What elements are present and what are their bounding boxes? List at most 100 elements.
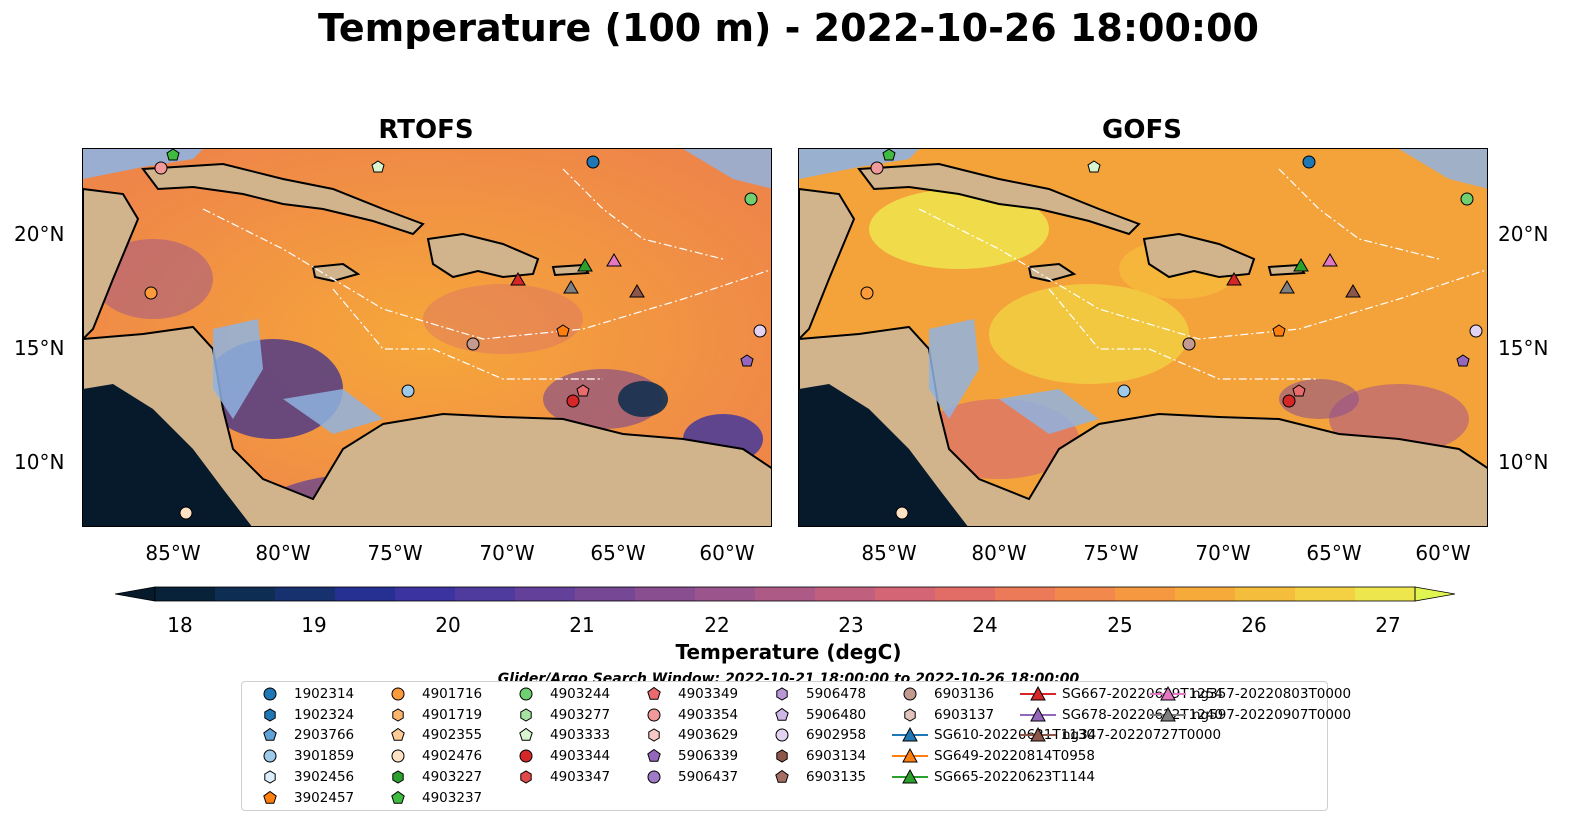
float-4903333: [371, 160, 385, 173]
colorbar-segment: [1295, 587, 1356, 601]
float-4903349: [576, 384, 590, 397]
colorbar-tick-23: 23: [838, 613, 864, 637]
legend-marker-icon: [264, 770, 276, 784]
glider-ng347: [1345, 284, 1361, 298]
legend-item-label: 4903237: [422, 789, 483, 806]
legend-marker-icon: [519, 728, 533, 742]
legend-item-label: 6902958: [806, 727, 867, 744]
panel-title-rtofs: RTOFS: [378, 115, 474, 145]
legend-item-label: 5906339: [678, 748, 739, 765]
shallow-shelf: [683, 149, 771, 189]
figure-title: Temperature (100 m) - 2022-10-26 18:00:0…: [317, 6, 1259, 50]
shallow-shelf: [213, 319, 263, 419]
legend-item-label: SG678-20220622T1240: [1062, 706, 1223, 723]
legend-marker-icon: [391, 687, 405, 701]
float-6903136: [466, 337, 480, 351]
glider-ng357: [606, 253, 622, 267]
float-4901716: [144, 286, 158, 300]
float-4903237: [166, 149, 180, 161]
legend-marker-icon: [391, 790, 405, 804]
colorbar-frame: [154, 586, 1416, 602]
puerto-rico-land: [1267, 263, 1306, 277]
cuba-land: [857, 162, 1141, 236]
float-3901859: [1117, 384, 1131, 398]
legend-item-label: SG665-20220623T1144: [934, 768, 1095, 785]
legend-item-label: 6903136: [934, 686, 995, 702]
colorbar-tick-27: 27: [1375, 613, 1401, 637]
legend-marker-icon: [263, 790, 277, 804]
legend-marker-icon: [392, 708, 404, 722]
colorbar-segment: [515, 587, 576, 601]
colorbar-segment: [1055, 587, 1116, 601]
eez-boundary: [562, 168, 724, 260]
legend-marker-icon: [392, 770, 404, 784]
float-6902958: [1469, 324, 1483, 338]
legend-marker-icon: [648, 728, 660, 742]
float-1902314: [586, 155, 600, 169]
colorbar-segment: [455, 587, 516, 601]
legend-marker-icon: [776, 749, 788, 763]
glider-ng597: [563, 280, 579, 294]
float-4903244: [744, 192, 758, 206]
float-6902958: [753, 324, 767, 338]
lat-label-20n-right: 20°N: [1498, 222, 1549, 246]
float-1902314: [1302, 155, 1316, 169]
float-5906339: [1456, 354, 1470, 367]
float-4903244: [1460, 192, 1474, 206]
jamaica-land: [1027, 262, 1077, 283]
colorbar-segment: [935, 587, 996, 601]
float-6903136: [1182, 337, 1196, 351]
legend-marker-icon: [903, 687, 917, 701]
legend-item-label: 4903349: [678, 686, 739, 702]
lat-label-10n-left: 10°N: [14, 450, 65, 474]
lat-label-10n-right: 10°N: [1498, 450, 1549, 474]
eez-boundary: [332, 288, 603, 380]
float-4903237: [882, 149, 896, 161]
warm-anomaly: [989, 284, 1189, 384]
shallow-shelf: [1399, 149, 1487, 189]
legend: 1902314 1902324 2903766 3901859 3902456 39024…: [241, 681, 1351, 811]
glider-sg665: [1293, 258, 1309, 272]
legend-marker-icon: [904, 708, 916, 722]
legend-item-label: 6903135: [806, 768, 867, 785]
legend-item-label: 4903244: [550, 686, 611, 702]
float-4903354: [870, 161, 884, 175]
colorbar-extend-high: [1414, 586, 1455, 602]
float-5906339: [740, 354, 754, 367]
colorbar-segment: [815, 587, 876, 601]
legend-marker-icon: [775, 707, 789, 721]
colorbar-extend-low: [115, 586, 156, 602]
pacific-ocean: [799, 384, 968, 526]
legend-marker-icon: [776, 687, 788, 701]
colorbar-segment: [995, 587, 1056, 601]
legend-marker-icon: [647, 708, 661, 722]
legend-item-label: 2903766: [294, 727, 355, 744]
legend-item-label: 4903333: [550, 727, 611, 744]
pacific-ocean: [83, 384, 252, 526]
map-gofs: [798, 148, 1488, 527]
colorbar-tick-25: 25: [1107, 613, 1133, 637]
eez-boundary: [202, 208, 771, 340]
colorbar-segment: [575, 587, 636, 601]
colorbar-segment: [335, 587, 396, 601]
lon-label-60w-right: 60°W: [1415, 541, 1471, 565]
lon-label-75w-left: 75°W: [367, 541, 423, 565]
lon-label-75w-right: 75°W: [1083, 541, 1139, 565]
float-4901716: [860, 286, 874, 300]
legend-item-label: 3902456: [294, 768, 355, 785]
legend-item-label: 1902324: [294, 706, 355, 723]
legend-marker-icon: [264, 708, 276, 722]
lon-label-70w-left: 70°W: [479, 541, 535, 565]
colorbar-tick-19: 19: [301, 613, 327, 637]
legend-marker-icon: [263, 728, 277, 742]
glider-sg667: [510, 272, 526, 286]
float-4902476: [895, 506, 909, 520]
shallow-shelf: [999, 389, 1099, 434]
legend-item-label: 5906478: [806, 686, 867, 702]
float-4903344: [566, 394, 580, 408]
legend-item-label: 6903134: [806, 748, 867, 765]
colorbar-segment: [755, 587, 816, 601]
legend-item-label: SG610-20220621T1130: [934, 727, 1095, 744]
lon-label-85w-right: 85°W: [861, 541, 917, 565]
float-4903349: [1292, 384, 1306, 397]
